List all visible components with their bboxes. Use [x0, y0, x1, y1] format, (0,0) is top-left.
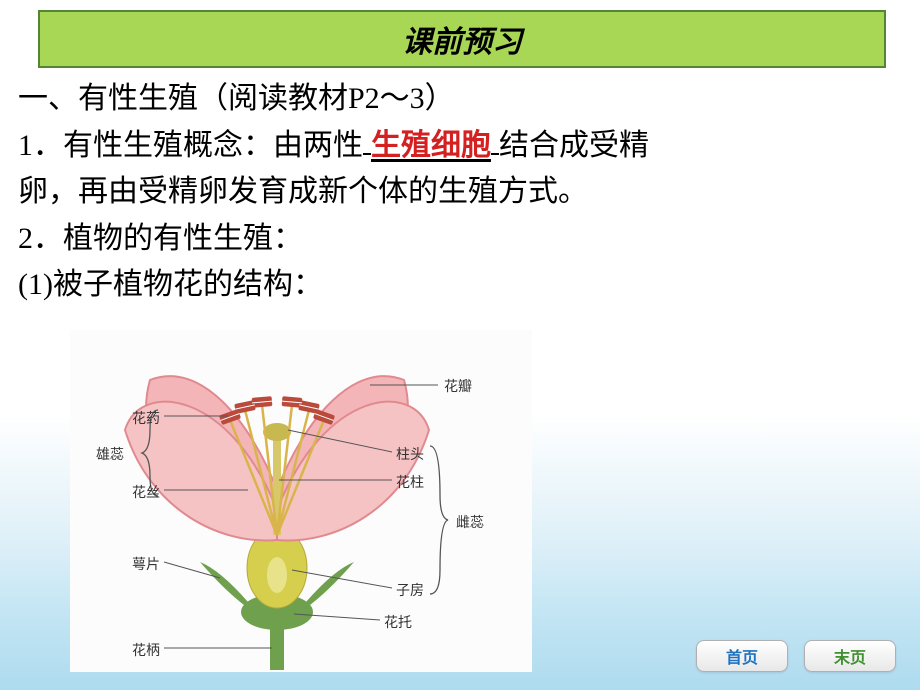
sepal-right	[306, 562, 354, 608]
nav-home-label: 首页	[726, 644, 758, 668]
line1-a: 1．有性生殖概念：由两性	[18, 129, 363, 162]
ovary-inner	[267, 557, 287, 593]
line-3: 2．植物的有性生殖：	[18, 216, 898, 263]
nav-home-button[interactable]: 首页	[696, 640, 788, 672]
section-heading: 一、有性生殖（阅读教材P2～3）	[18, 76, 898, 123]
label-ovary: 子房	[396, 580, 424, 600]
content-block: 一、有性生殖（阅读教材P2～3） 1．有性生殖概念：由两性生殖细胞结合成受精 卵…	[18, 76, 898, 309]
stigma-shape	[263, 423, 291, 441]
label-receptacle: 花托	[384, 612, 412, 632]
banner: 课前预习	[38, 10, 886, 68]
label-stalk: 花柄	[132, 640, 160, 660]
line1-b: 结合成受精	[499, 129, 649, 162]
label-style: 花柱	[396, 472, 424, 492]
keyword-reproductive-cell: 生殖细胞	[371, 129, 491, 162]
label-stamen: 雄蕊	[96, 444, 124, 464]
banner-title: 课前预习	[402, 17, 522, 61]
flower-diagram: 花瓣 柱头 花柱 子房 花托 雌蕊 花药 花丝 萼片 花柄 雄蕊	[70, 330, 532, 672]
line-1: 1．有性生殖概念：由两性生殖细胞结合成受精	[18, 123, 898, 170]
label-petal: 花瓣	[444, 376, 472, 396]
nav-end-button[interactable]: 末页	[804, 640, 896, 672]
label-sepal: 萼片	[132, 554, 160, 574]
label-anther: 花药	[132, 408, 160, 428]
line-4: (1)被子植物花的结构：	[18, 262, 898, 309]
label-filament: 花丝	[132, 482, 160, 502]
line-2: 卵，再由受精卵发育成新个体的生殖方式。	[18, 169, 898, 216]
nav-end-label: 末页	[834, 644, 866, 668]
label-stigma: 柱头	[396, 444, 424, 464]
label-pistil: 雌蕊	[456, 512, 484, 532]
sepal-left	[200, 562, 248, 608]
